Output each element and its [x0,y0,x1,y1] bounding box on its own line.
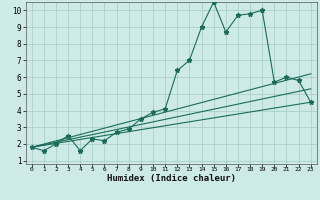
X-axis label: Humidex (Indice chaleur): Humidex (Indice chaleur) [107,174,236,183]
